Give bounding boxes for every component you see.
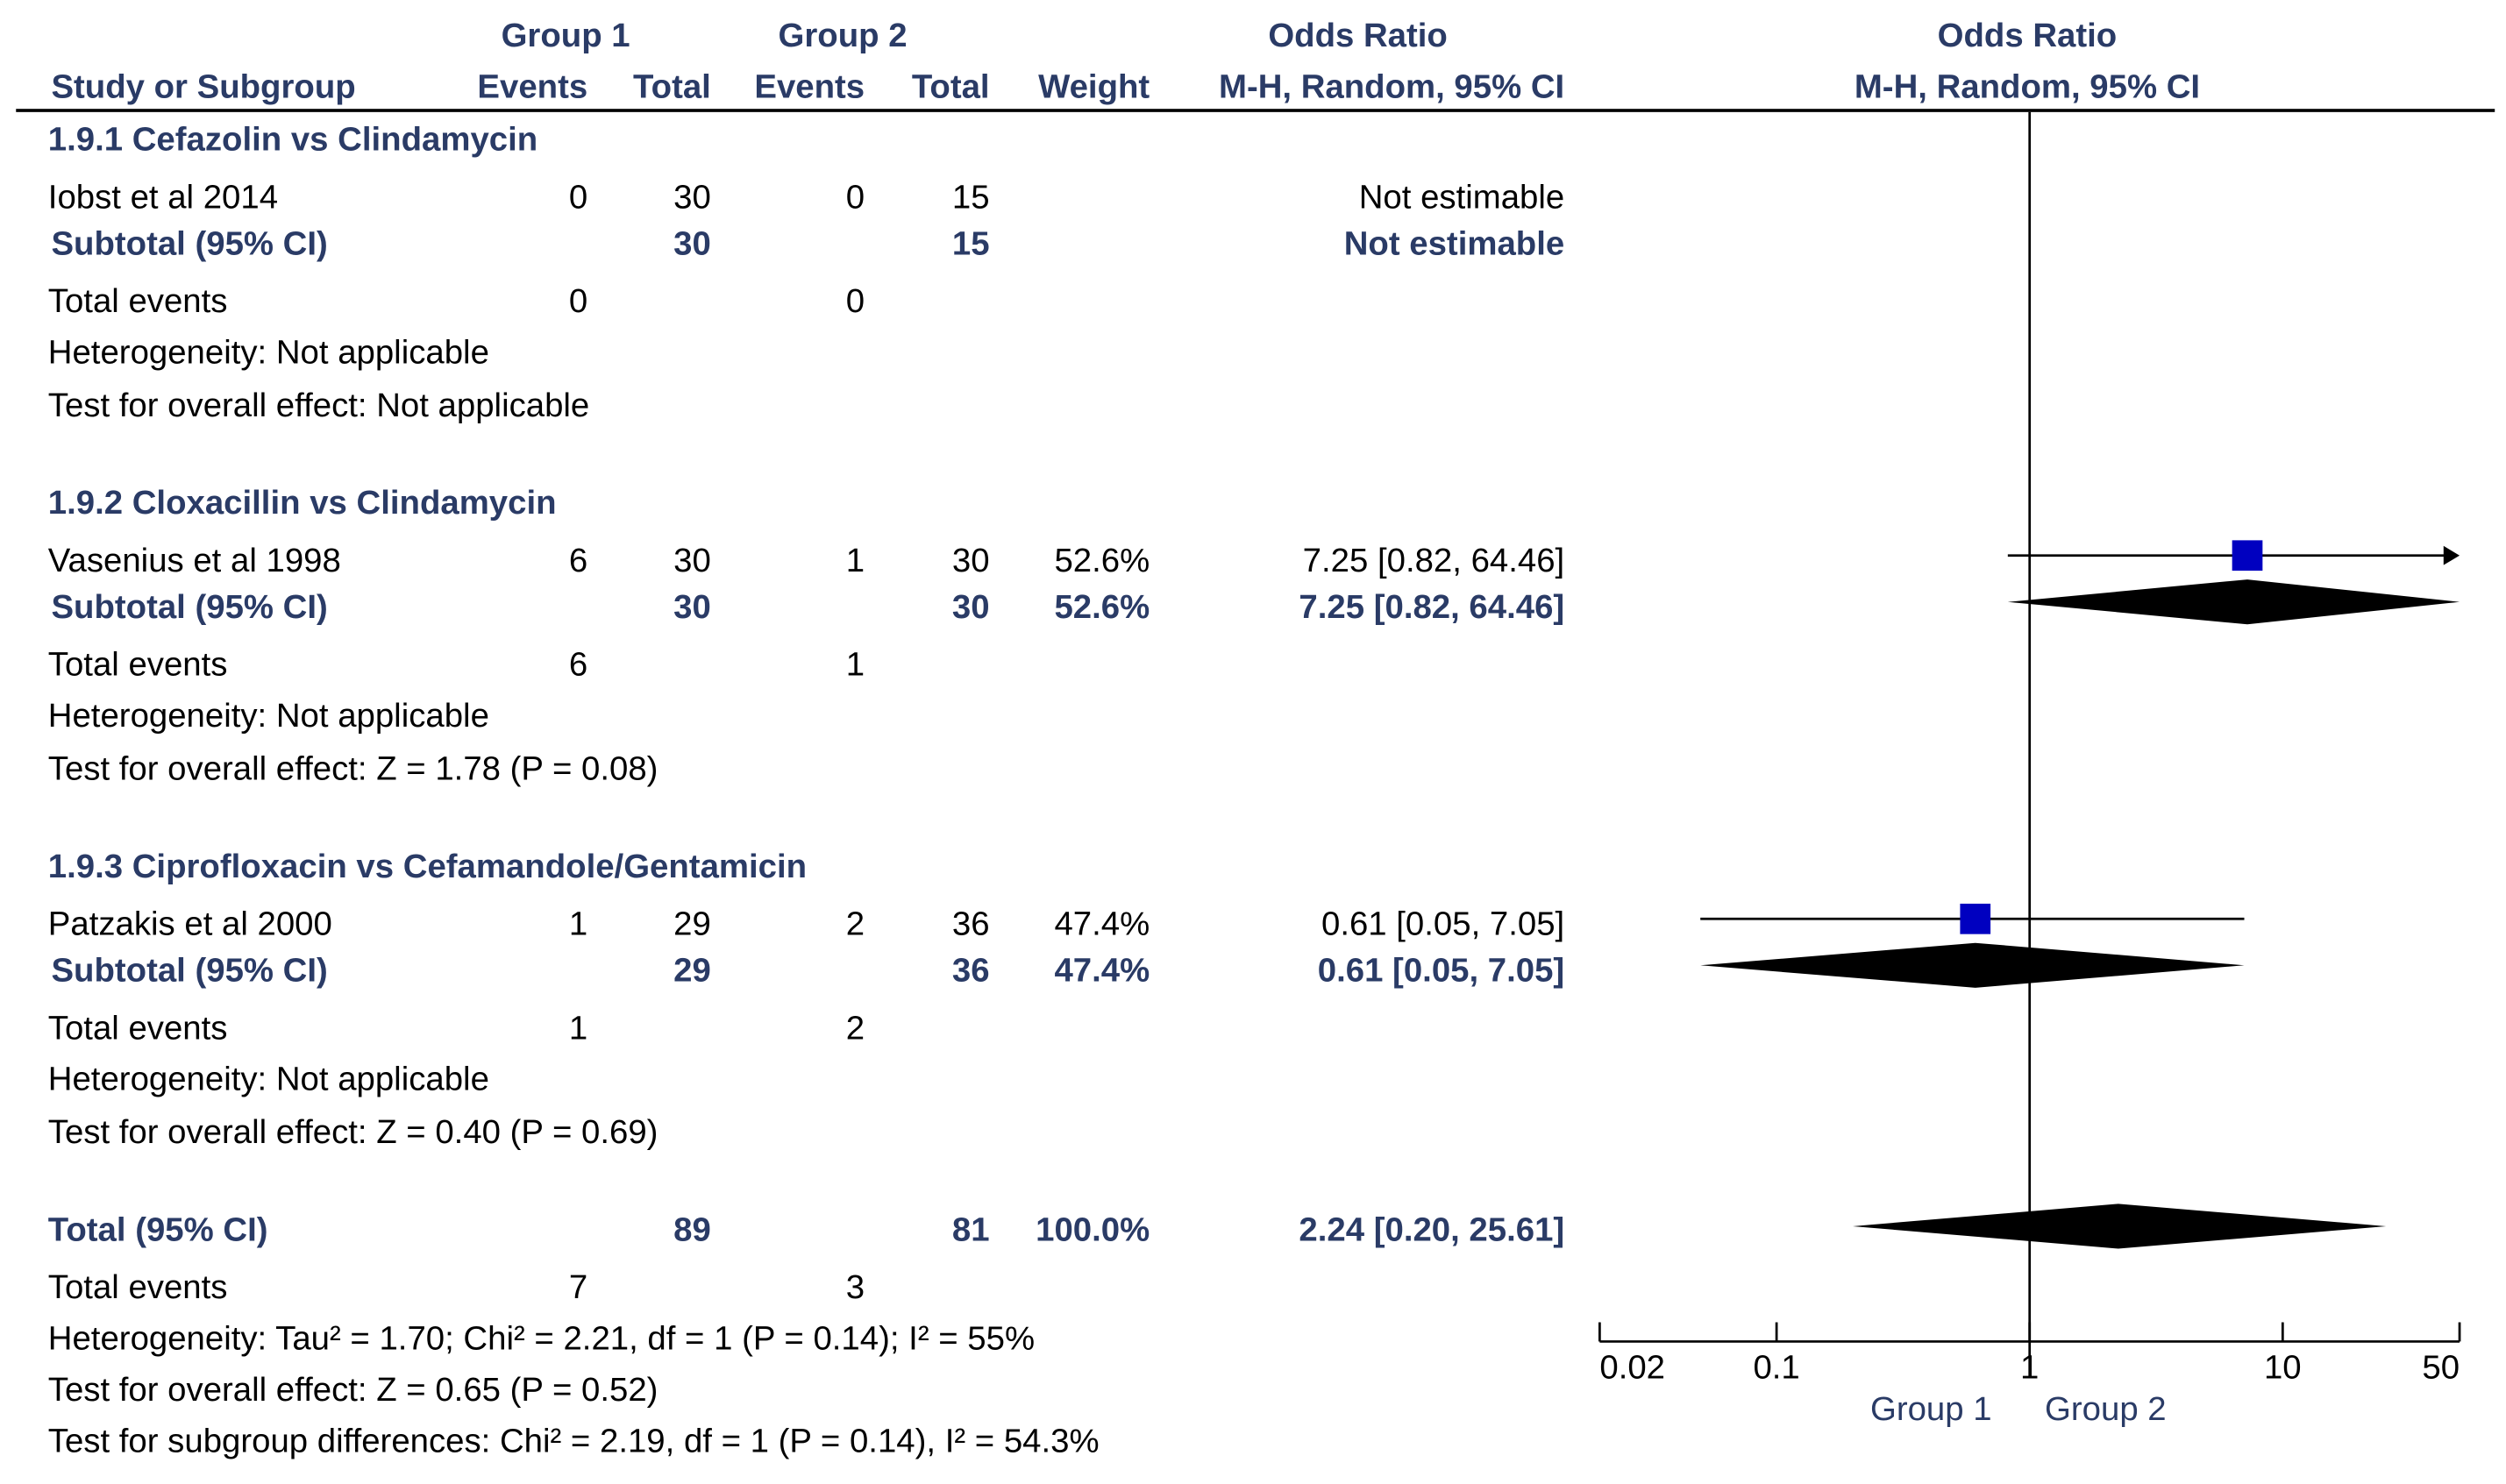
group1-header: Group 1 bbox=[501, 18, 630, 55]
study-weight: 52.6% bbox=[1054, 543, 1150, 580]
study-total1: 30 bbox=[673, 543, 711, 580]
subgroup-title: 1.9.3 Ciprofloxacin vs Cefamandole/Genta… bbox=[47, 848, 808, 885]
total-events2: 3 bbox=[845, 1269, 865, 1307]
events1-column-header: Events bbox=[477, 68, 588, 106]
x-axis-tick-label: 0.02 bbox=[1599, 1348, 1665, 1386]
total-diamond bbox=[1852, 1204, 2387, 1249]
study-ci: Not estimable bbox=[1358, 179, 1565, 217]
study-weight: 47.4% bbox=[1054, 905, 1150, 943]
subtotal-ci: 0.61 [0.05, 7.05] bbox=[1317, 952, 1565, 990]
total-overall-effect-text: Test for overall effect: Z = 0.65 (P = 0… bbox=[47, 1372, 659, 1409]
total-events-label: Total events bbox=[47, 646, 228, 684]
total-weight: 100.0% bbox=[1036, 1211, 1150, 1249]
header-rule bbox=[16, 109, 2495, 112]
odds-ratio-header-right: Odds Ratio bbox=[1937, 18, 2118, 55]
subtotal-total2: 30 bbox=[951, 589, 990, 627]
study-name: Vasenius et al 1998 bbox=[47, 543, 341, 580]
study-total2: 15 bbox=[951, 179, 990, 217]
x-axis-tick-label: 1 bbox=[2020, 1348, 2039, 1386]
total-total1: 89 bbox=[673, 1211, 711, 1249]
subgroup-title: 1.9.2 Cloxacillin vs Clindamycin bbox=[47, 485, 557, 522]
total-events2: 0 bbox=[845, 283, 865, 321]
subgroup-title: 1.9.1 Cefazolin vs Clindamycin bbox=[47, 121, 538, 159]
events2-column-header: Events bbox=[754, 68, 865, 106]
subtotal-total1: 30 bbox=[673, 225, 711, 263]
study-events2: 2 bbox=[845, 905, 865, 943]
subtotal-label: Subtotal (95% CI) bbox=[51, 225, 328, 263]
favours-group2-label: Group 2 bbox=[2045, 1391, 2167, 1429]
study-ci: 0.61 [0.05, 7.05] bbox=[1321, 905, 1565, 943]
overall-effect-text: Test for overall effect: Z = 0.40 (P = 0… bbox=[47, 1114, 659, 1152]
subtotal-ci: 7.25 [0.82, 64.46] bbox=[1299, 589, 1565, 627]
subtotal-diamond bbox=[1700, 942, 2245, 988]
study-events2: 1 bbox=[845, 543, 865, 580]
total-total2: 81 bbox=[951, 1211, 990, 1249]
study-events2: 0 bbox=[845, 179, 865, 217]
study-ci: 7.25 [0.82, 64.46] bbox=[1302, 543, 1565, 580]
favours-group1-label: Group 1 bbox=[1870, 1391, 1992, 1429]
study-total1: 29 bbox=[673, 905, 711, 943]
subtotal-ci: Not estimable bbox=[1343, 225, 1565, 263]
subtotal-diamond bbox=[2007, 579, 2460, 625]
heterogeneity-text: Heterogeneity: Not applicable bbox=[47, 698, 489, 735]
total-events-label: Total events bbox=[47, 1010, 228, 1047]
study-name: Iobst et al 2014 bbox=[47, 179, 279, 217]
study-total1: 30 bbox=[673, 179, 711, 217]
total-events2: 2 bbox=[845, 1010, 865, 1047]
total-heterogeneity-text: Heterogeneity: Tau² = 1.70; Chi² = 2.21,… bbox=[47, 1320, 1036, 1358]
study-column-header: Study or Subgroup bbox=[51, 68, 356, 106]
total-events1: 7 bbox=[568, 1269, 588, 1307]
ci-column-header: M-H, Random, 95% CI bbox=[1218, 68, 1565, 106]
subtotal-total2: 36 bbox=[951, 952, 990, 990]
total1-column-header: Total bbox=[633, 68, 711, 106]
total-events-label: Total events bbox=[47, 1269, 228, 1307]
total-events1: 6 bbox=[568, 646, 588, 684]
study-events1: 6 bbox=[568, 543, 588, 580]
subtotal-total1: 29 bbox=[673, 952, 711, 990]
subtotal-label: Subtotal (95% CI) bbox=[51, 589, 328, 627]
x-axis-tick-label: 50 bbox=[2422, 1348, 2460, 1386]
study-total2: 36 bbox=[951, 905, 990, 943]
overall-effect-text: Test for overall effect: Not applicable bbox=[47, 387, 590, 424]
plot-method-header: M-H, Random, 95% CI bbox=[1854, 68, 2201, 106]
total-events2: 1 bbox=[845, 646, 865, 684]
study-events1: 1 bbox=[568, 905, 588, 943]
overall-effect-text: Test for overall effect: Z = 1.78 (P = 0… bbox=[47, 750, 659, 788]
total-events-label: Total events bbox=[47, 283, 228, 321]
odds-ratio-header-left: Odds Ratio bbox=[1268, 18, 1448, 55]
subtotal-total1: 30 bbox=[673, 589, 711, 627]
subtotal-weight: 52.6% bbox=[1054, 589, 1150, 627]
study-total2: 30 bbox=[951, 543, 990, 580]
subtotal-label: Subtotal (95% CI) bbox=[51, 952, 328, 990]
study-name: Patzakis et al 2000 bbox=[47, 905, 332, 943]
group2-header: Group 2 bbox=[778, 18, 908, 55]
total-label: Total (95% CI) bbox=[47, 1211, 268, 1249]
subtotal-total2: 15 bbox=[951, 225, 990, 263]
x-axis-tick-label: 0.1 bbox=[1753, 1348, 1799, 1386]
total-ci: 2.24 [0.20, 25.61] bbox=[1299, 1211, 1565, 1249]
study-effect-square bbox=[2232, 540, 2263, 572]
x-axis-tick-label: 10 bbox=[2264, 1348, 2302, 1386]
total-events1: 0 bbox=[568, 283, 588, 321]
total2-column-header: Total bbox=[911, 68, 990, 106]
heterogeneity-text: Heterogeneity: Not applicable bbox=[47, 1061, 489, 1098]
subtotal-weight: 47.4% bbox=[1054, 952, 1150, 990]
study-effect-square bbox=[1960, 903, 1991, 934]
weight-column-header: Weight bbox=[1038, 68, 1150, 106]
ci-overflow-arrow bbox=[2443, 545, 2460, 565]
subgroup-differences-text: Test for subgroup differences: Chi² = 2.… bbox=[47, 1423, 1100, 1460]
heterogeneity-text: Heterogeneity: Not applicable bbox=[47, 334, 489, 372]
total-events1: 1 bbox=[568, 1010, 588, 1047]
study-events1: 0 bbox=[568, 179, 588, 217]
